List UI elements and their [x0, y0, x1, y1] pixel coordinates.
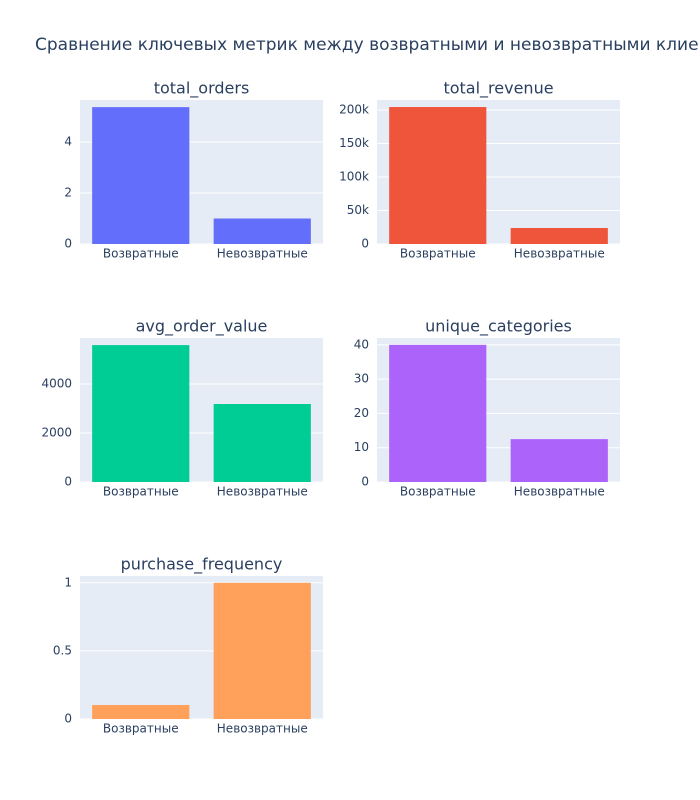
bar: [213, 218, 311, 244]
subplot-title: unique_categories: [425, 317, 572, 337]
y-tick-label: 4: [64, 135, 72, 149]
y-tick-label: 2000: [41, 426, 72, 440]
bar: [92, 345, 190, 482]
y-tick-label: 0: [361, 237, 369, 251]
y-tick-label: 0.5: [53, 643, 72, 657]
x-tick-label: Невозвратные: [217, 485, 308, 499]
x-tick-label: Возвратные: [400, 485, 476, 499]
chart-title: Сравнение ключевых метрик между возвратн…: [35, 35, 700, 55]
y-tick-label: 20: [354, 406, 369, 420]
y-tick-label: 2: [64, 186, 72, 200]
bar: [510, 439, 608, 482]
subplot-title: total_orders: [154, 79, 250, 99]
x-tick-label: Невозвратные: [217, 722, 308, 736]
bar: [389, 107, 487, 244]
y-tick-label: 4000: [41, 377, 72, 391]
x-tick-label: Возвратные: [103, 485, 179, 499]
subplot-title: total_revenue: [443, 79, 553, 99]
y-tick-label: 100k: [339, 170, 369, 184]
y-tick-label: 50k: [347, 203, 369, 217]
x-tick-label: Возвратные: [103, 247, 179, 261]
x-tick-label: Возвратные: [103, 722, 179, 736]
y-tick-label: 200k: [339, 103, 369, 117]
bar: [213, 582, 311, 719]
x-tick-label: Невозвратные: [514, 247, 605, 261]
x-tick-label: Невозвратные: [514, 485, 605, 499]
y-tick-label: 0: [64, 712, 72, 726]
y-tick-label: 40: [354, 337, 369, 351]
y-tick-label: 0: [361, 475, 369, 489]
y-tick-label: 0: [64, 237, 72, 251]
y-tick-label: 1: [64, 575, 72, 589]
bar: [213, 404, 311, 482]
y-tick-label: 10: [354, 440, 369, 454]
subplot-title: avg_order_value: [136, 317, 268, 337]
bar: [92, 704, 190, 719]
x-tick-label: Возвратные: [400, 247, 476, 261]
bar: [92, 107, 190, 244]
y-tick-label: 150k: [339, 136, 369, 150]
subplot-title: purchase_frequency: [121, 555, 283, 575]
x-tick-label: Невозвратные: [217, 247, 308, 261]
bar: [389, 344, 487, 482]
y-tick-label: 0: [64, 475, 72, 489]
bar: [510, 227, 608, 244]
y-tick-label: 30: [354, 372, 369, 386]
